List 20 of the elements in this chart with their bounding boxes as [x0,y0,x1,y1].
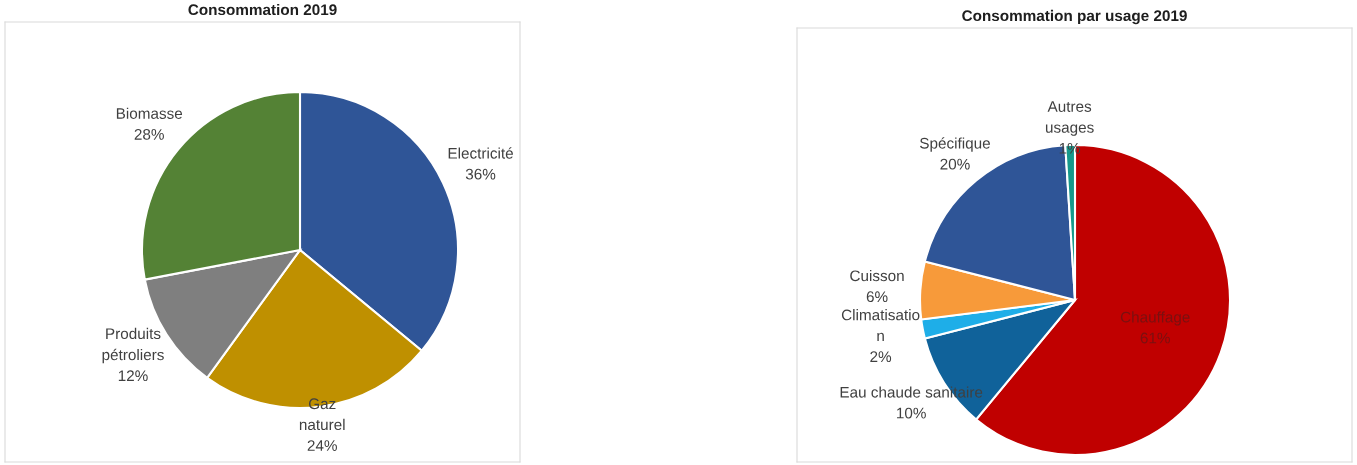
slice-label: Produits pétroliers [102,327,164,364]
data-label: 12% [118,370,148,382]
slice-label: Electricité [448,147,513,159]
data-label: 6% [866,291,888,303]
data-label: 28% [134,128,164,140]
data-label: 1% [1059,142,1081,154]
data-label: 2% [870,351,892,363]
slice-label: Spécifique [920,137,990,152]
data-label: 24% [307,440,337,451]
slice-label: Biomasse [116,107,183,119]
data-label: 61% [1140,332,1170,344]
slice-label: Climatisatio n [841,309,920,342]
chart-title: Consommation 2019 [188,3,337,16]
data-label: 20% [940,158,970,170]
slice-label: Cuisson [850,269,904,282]
slice-label: Chauffage [1120,311,1190,326]
chart-title: Consommation par usage 2019 [962,9,1187,25]
data-label: 10% [897,407,926,419]
data-label: 36% [465,168,496,180]
slice-label: Autres usages [1045,101,1094,136]
